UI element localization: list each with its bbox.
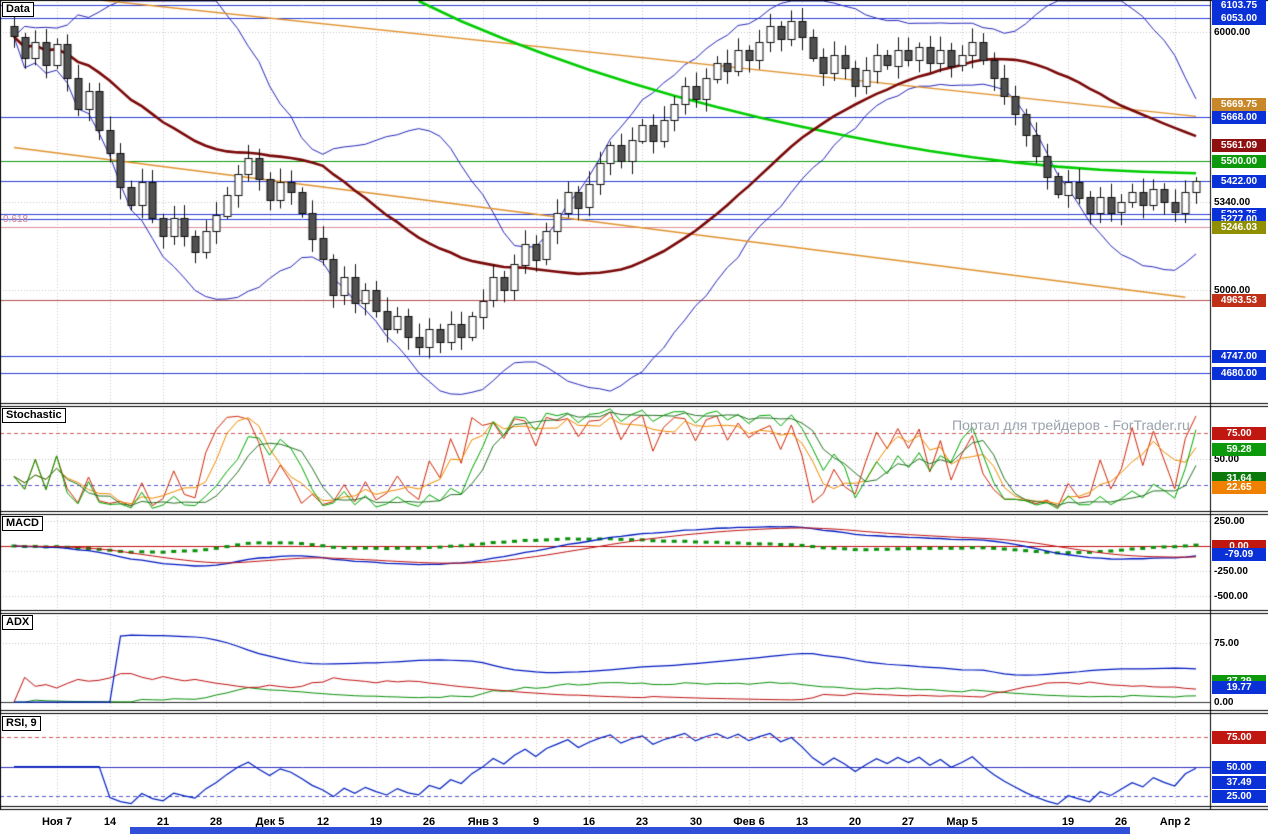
x-axis-date-label: 27 bbox=[901, 816, 915, 828]
axis-tick-label: -250.00 bbox=[1214, 566, 1248, 577]
axis-price-label: 5246.03 bbox=[1212, 221, 1266, 234]
x-axis-date-label: Янв 3 bbox=[467, 816, 499, 828]
axis-price-label: 0.00 bbox=[1214, 697, 1234, 708]
x-axis-date-label: 20 bbox=[848, 816, 862, 828]
x-axis-date-label: 16 bbox=[582, 816, 596, 828]
price-marker-label: 5669.75 bbox=[1212, 98, 1266, 111]
axis-price-label: 25.00 bbox=[1212, 790, 1266, 803]
axis-price-label: 5422.00 bbox=[1212, 175, 1266, 188]
axis-price-label: 50.00 bbox=[1212, 761, 1266, 774]
axis-price-label: 50.00 bbox=[1214, 454, 1240, 465]
indicator-value-label: 19.77 bbox=[1212, 681, 1266, 694]
x-axis-date-label: 12 bbox=[316, 816, 330, 828]
axis-tick-label: 5000.00 bbox=[1214, 285, 1251, 296]
watermark: Портал для трейдеров - ForTrader.ru bbox=[952, 417, 1190, 433]
axis-price-label: 4680.00 bbox=[1212, 367, 1266, 380]
axis-tick-label: 6000.00 bbox=[1214, 27, 1251, 38]
x-axis-date-label: 30 bbox=[689, 816, 703, 828]
axis-tick-label: 250.00 bbox=[1214, 516, 1245, 527]
indicator-value-label: 22.65 bbox=[1212, 481, 1266, 494]
x-axis-date-label: 14 bbox=[103, 816, 117, 828]
indicator-value-label: 37.49 bbox=[1212, 776, 1266, 789]
price-marker-label: 5561.09 bbox=[1212, 139, 1266, 152]
x-axis-date-label: 21 bbox=[156, 816, 170, 828]
x-axis-date-label: 28 bbox=[209, 816, 223, 828]
x-axis-date-label: 26 bbox=[422, 816, 436, 828]
x-axis-date-label: 13 bbox=[795, 816, 809, 828]
x-axis-date-label: 23 bbox=[635, 816, 649, 828]
axis-price-label: 4747.00 bbox=[1212, 350, 1266, 363]
indicator-value-label: 59.28 bbox=[1212, 443, 1266, 456]
axis-price-label: 75.00 bbox=[1212, 731, 1266, 744]
x-axis-date-label: Фев 6 bbox=[733, 816, 765, 828]
axis-price-label: 6103.75 bbox=[1212, 0, 1266, 12]
indicator-value-label: -79.09 bbox=[1212, 548, 1266, 561]
axis-price-label: 4963.53 bbox=[1212, 294, 1266, 307]
fib-level-label: 0.618 bbox=[3, 214, 29, 225]
axis-price-label: 5500.00 bbox=[1212, 155, 1266, 168]
panel-title-data: Data bbox=[2, 2, 34, 17]
panel-title-macd: MACD bbox=[2, 516, 43, 531]
axis-price-label: 6053.00 bbox=[1212, 12, 1266, 25]
x-axis-date-label: 19 bbox=[1061, 816, 1075, 828]
panel-title-rsi: RSI, 9 bbox=[2, 716, 41, 731]
axis-price-label: 75.00 bbox=[1214, 638, 1240, 649]
panel-title-adx: ADX bbox=[2, 615, 34, 630]
x-axis-date-label: Апр 2 bbox=[1159, 816, 1191, 828]
x-axis-date-label: Ноя 7 bbox=[41, 816, 73, 828]
bottom-scrollbar[interactable] bbox=[130, 827, 1130, 834]
axis-price-label: 5668.00 bbox=[1212, 111, 1266, 124]
panel-title-stochastic: Stochastic bbox=[2, 408, 66, 423]
axis-price-label: 75.00 bbox=[1212, 427, 1266, 440]
x-axis-date-label: 26 bbox=[1114, 816, 1128, 828]
axis-tick-label: -500.00 bbox=[1214, 591, 1248, 602]
x-axis-date-label: Дек 5 bbox=[255, 816, 285, 828]
x-axis-date-label: 19 bbox=[369, 816, 383, 828]
axis-tick-label: 5340.00 bbox=[1214, 197, 1251, 208]
x-axis-date-label: 9 bbox=[532, 816, 540, 828]
x-axis-date-label: Мар 5 bbox=[946, 816, 978, 828]
